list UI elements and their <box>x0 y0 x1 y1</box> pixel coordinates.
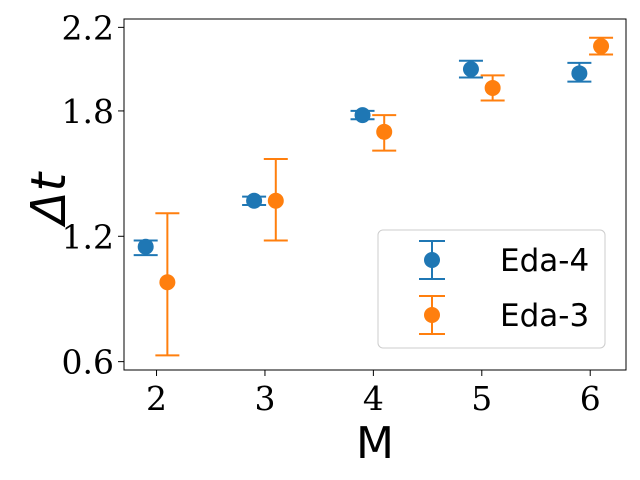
x-tick-label: 3 <box>254 379 275 418</box>
x-tick-label: 5 <box>471 379 492 418</box>
x-tick-label: 6 <box>580 379 601 418</box>
legend-item-eda-3: Eda-3 <box>419 295 589 335</box>
y-axis-ticks: 0.6 1.2 1.8 2.2 <box>62 8 124 382</box>
data-point <box>246 192 263 209</box>
plot-frame <box>123 18 627 371</box>
legend-marker <box>424 307 440 323</box>
legend-label: Eda-4 <box>500 243 589 279</box>
y-tick-label: 1.2 <box>62 217 114 256</box>
series-eda-3 <box>155 36 614 357</box>
plot-marks <box>133 36 614 357</box>
data-point <box>376 123 393 140</box>
data-point <box>571 65 588 82</box>
data-point <box>159 274 176 291</box>
legend-label: Eda-3 <box>500 298 589 334</box>
data-point <box>137 238 154 255</box>
data-point <box>354 107 371 124</box>
legend: Eda-4 Eda-3 <box>377 229 606 349</box>
data-point <box>593 38 610 55</box>
y-tick-label: 2.2 <box>62 8 114 47</box>
x-tick-label: 2 <box>146 379 167 418</box>
data-point <box>484 79 501 96</box>
x-axis-label: M <box>356 418 394 469</box>
x-tick-label: 4 <box>363 379 384 418</box>
series-eda-4 <box>133 59 592 257</box>
data-point <box>462 61 479 78</box>
y-tick-label: 0.6 <box>62 343 114 382</box>
y-axis-label: Δt <box>21 170 77 228</box>
data-point <box>267 192 284 209</box>
x-axis-ticks: 2 3 4 5 6 <box>146 370 601 418</box>
y-tick-label: 1.8 <box>62 92 114 131</box>
legend-item-eda-4: Eda-4 <box>419 240 589 280</box>
legend-marker <box>424 252 440 268</box>
